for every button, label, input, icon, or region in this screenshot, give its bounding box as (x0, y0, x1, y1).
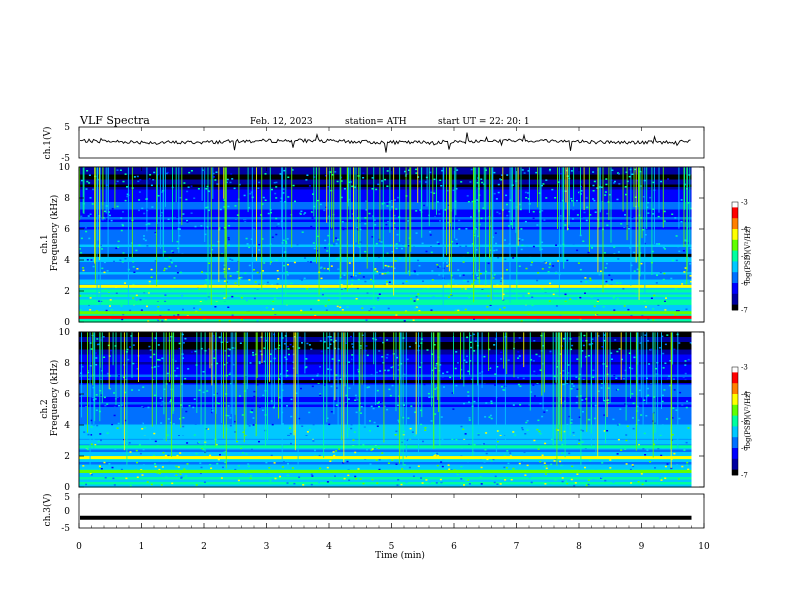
time-axis-tick-label: 6 (451, 542, 457, 552)
cbar2-tick-label: -6 (741, 445, 748, 453)
ch2-colorbar-label: log(PSD)(V²/Hz) (744, 391, 752, 448)
time-axis-tick-label: 8 (576, 542, 582, 552)
spec2-ytick-label: 2 (64, 452, 70, 462)
ch2-spectrogram-channel-label: ch.2 (40, 399, 50, 418)
ch1-waveform-panel: 5 -5 ch.1(V) (42, 123, 705, 164)
time-axis-tick-label: 4 (326, 542, 332, 552)
ch1-waveform-ylabel: ch.1(V) (42, 127, 53, 160)
time-axis-tick-label: 9 (639, 542, 645, 552)
time-axis-tick-label: 7 (514, 542, 520, 552)
cbar1-tick-label: -7 (741, 307, 748, 315)
time-axis-label: Time (min) (375, 550, 425, 561)
ch2-colorbar: -3 -4 -5 -6 -7 log(PSD)(V²/Hz) (731, 364, 752, 480)
start-time-label: start UT = 22: 20: 1 (438, 117, 530, 127)
date-label: Feb. 12, 2023 (250, 117, 313, 127)
station-label: station= ATH (345, 117, 407, 127)
cbar1-tick-label: -4 (741, 226, 748, 234)
spec2-ytick-label: 6 (64, 390, 70, 400)
ch1-ytick-bottom: -5 (61, 154, 70, 164)
ch1-spectrogram-ylabel: Frequency (kHz) (49, 195, 60, 272)
ch3-ytick-bottom: -5 (61, 524, 70, 534)
time-axis-tick-label: 3 (264, 542, 270, 552)
figure-title: VLF Spectra (79, 114, 150, 127)
ch1-waveform-line (79, 132, 691, 153)
cbar2-tick-label: -7 (741, 472, 748, 480)
spec2-ytick-label: 4 (64, 421, 70, 431)
spec1-ytick-label: 0 (64, 318, 70, 328)
ch1-spectrogram-panel: 0 2 4 6 8 10 ch.1 Frequency (kHz) (40, 163, 705, 328)
cbar2-tick-label: -3 (741, 364, 748, 372)
ch1-colorbar: -3 -4 -5 -6 -7 log(PSD)(V²/Hz) (731, 199, 752, 315)
spec1-ytick-label: 6 (64, 225, 70, 235)
ch1-colorbar-label: log(PSD)(V²/Hz) (744, 226, 752, 283)
cbar1-tick-label: -3 (741, 199, 748, 207)
cbar2-tick-label: -5 (741, 418, 748, 426)
time-axis-tick-label: 0 (76, 542, 82, 552)
ch1-spectrogram-image (79, 167, 704, 323)
spec2-ytick-label: 10 (59, 328, 71, 338)
cbar1-tick-label: -6 (741, 280, 748, 288)
time-axis: 0 1 2 3 4 5 6 7 8 9 10 (76, 127, 710, 552)
time-axis-tick-label: 5 (389, 542, 395, 552)
spec2-ytick-label: 0 (64, 483, 70, 493)
spec1-ytick-label: 2 (64, 287, 70, 297)
ch3-waveform-ylabel: ch.3(V) (42, 494, 53, 527)
ch2-spectrogram-ylabel: Frequency (kHz) (49, 360, 60, 437)
ch3-ytick-mid: 0 (64, 507, 70, 517)
cbar1-tick-label: -5 (741, 253, 748, 261)
time-axis-tick-label: 2 (201, 542, 207, 552)
ch3-waveform-panel: 5 0 -5 ch.3(V) (42, 493, 705, 534)
ch1-spectrogram-channel-label: ch.1 (40, 234, 50, 253)
ch3-waveform-frame (78, 493, 705, 529)
ch3-ytick-top: 5 (64, 493, 70, 503)
spec2-ytick-label: 8 (64, 359, 70, 369)
time-axis-tick-label: 1 (139, 542, 145, 552)
time-axis-tick-label: 10 (698, 542, 710, 552)
ch2-spectrogram-panel: 0 2 4 6 8 10 ch.2 Frequency (kHz) (40, 328, 705, 493)
spec1-ytick-label: 10 (59, 163, 71, 173)
spec1-ytick-label: 4 (64, 256, 70, 266)
spec1-ytick-label: 8 (64, 194, 70, 204)
ch2-spectrogram-image (79, 332, 704, 488)
ch1-ytick-top: 5 (64, 123, 70, 133)
cbar2-tick-label: -4 (741, 391, 748, 399)
